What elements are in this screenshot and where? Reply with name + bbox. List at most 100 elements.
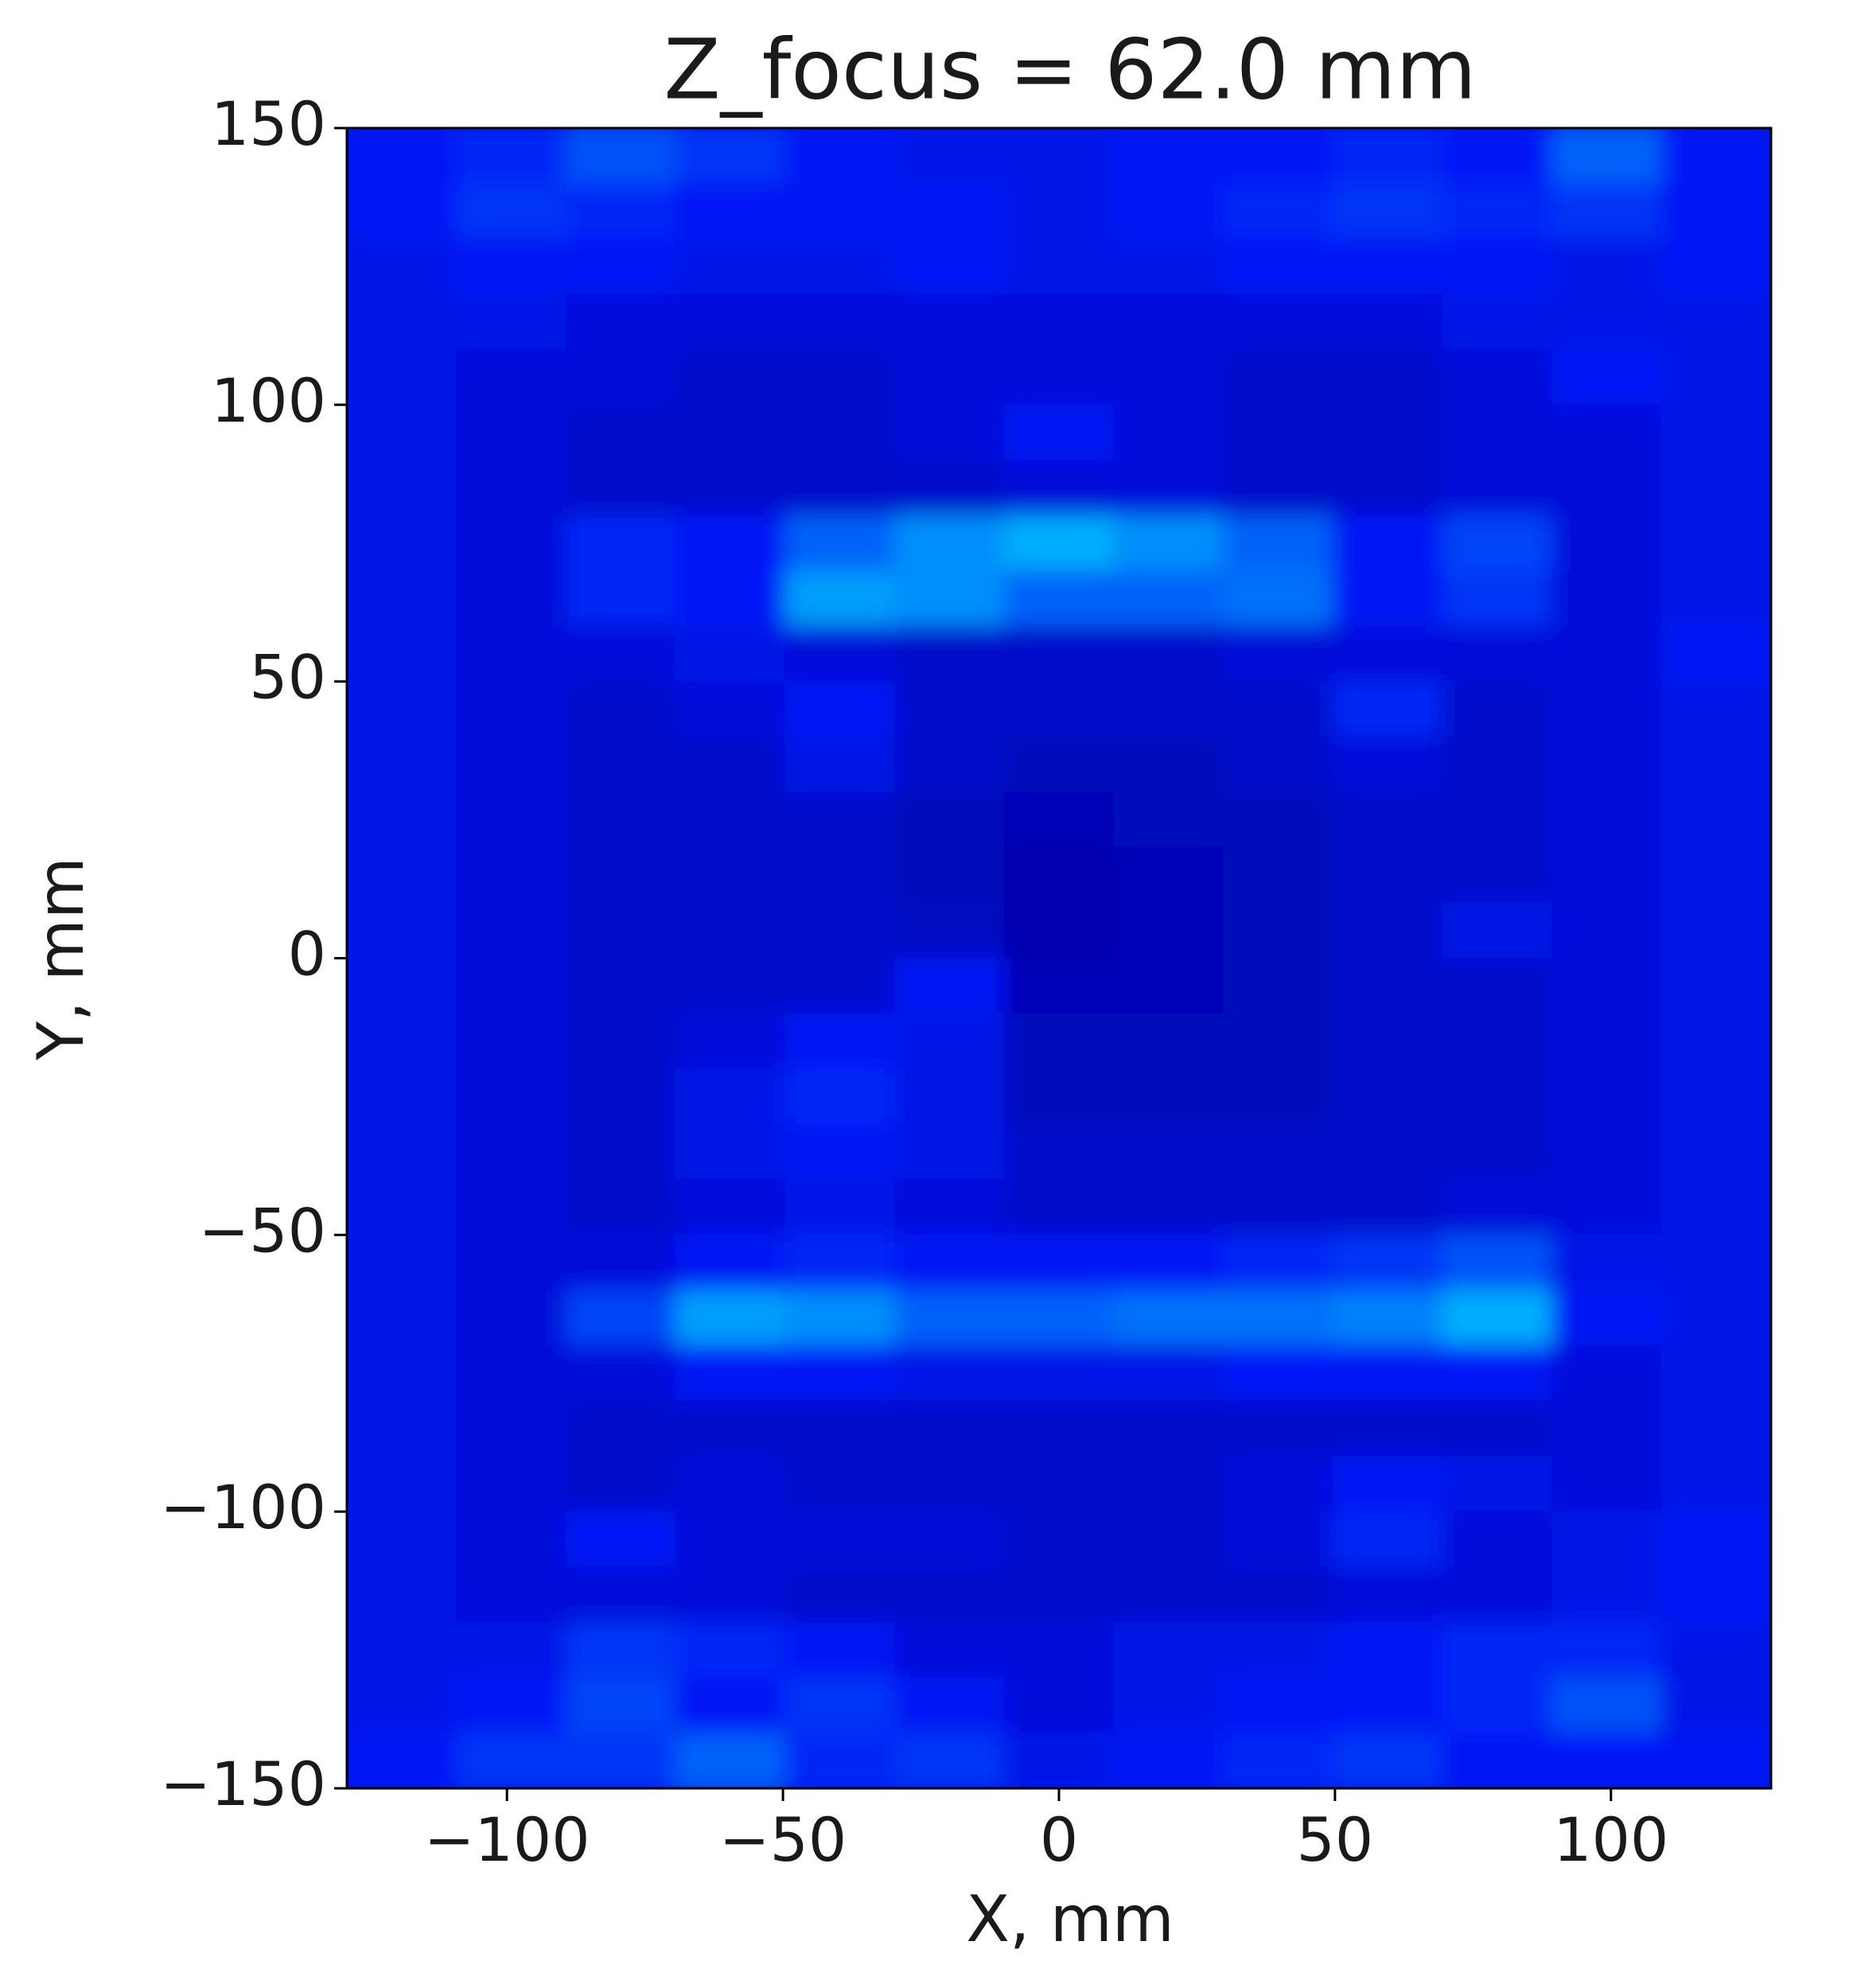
heatmap-cell bbox=[1332, 1456, 1443, 1512]
chart-title: Z_focus = 62.0 mm bbox=[664, 21, 1476, 118]
heatmap bbox=[347, 128, 1771, 1788]
heatmap-cell bbox=[893, 1179, 1005, 1235]
heatmap-cell bbox=[1551, 294, 1662, 350]
heatmap-cell bbox=[675, 183, 786, 239]
heatmap-cell bbox=[1113, 128, 1224, 185]
heatmap-cell bbox=[1003, 1234, 1115, 1291]
heatmap-cell bbox=[456, 1456, 566, 1512]
heatmap-cell bbox=[1113, 1677, 1224, 1733]
heatmap-cell bbox=[347, 570, 457, 627]
heatmap-cell bbox=[565, 902, 676, 959]
heatmap-cell bbox=[1442, 570, 1553, 627]
heatmap-cell bbox=[1660, 183, 1771, 239]
heatmap-cell bbox=[456, 183, 566, 239]
heatmap-cell bbox=[1660, 128, 1771, 185]
heatmap-cell bbox=[1223, 348, 1333, 406]
heatmap-cell bbox=[565, 1013, 676, 1070]
heatmap-cell bbox=[1223, 1123, 1333, 1181]
heatmap-cell bbox=[347, 625, 457, 683]
heatmap-cell bbox=[1113, 1511, 1224, 1568]
heatmap-cell bbox=[1332, 404, 1443, 461]
heatmap-cell bbox=[675, 846, 786, 904]
heatmap-cell bbox=[1332, 1400, 1443, 1457]
heatmap-cell bbox=[347, 1013, 457, 1070]
heatmap-cell bbox=[565, 736, 676, 793]
heatmap-cell bbox=[784, 1456, 895, 1512]
heatmap-cell bbox=[1223, 846, 1333, 904]
heatmap-cell bbox=[1003, 1677, 1115, 1733]
heatmap-cell bbox=[1442, 681, 1553, 737]
heatmap-cell bbox=[1003, 183, 1115, 239]
heatmap-cell bbox=[1551, 846, 1662, 904]
heatmap-cell bbox=[456, 1344, 566, 1402]
heatmap-cell bbox=[1551, 1068, 1662, 1125]
heatmap-cell bbox=[1113, 294, 1224, 350]
heatmap-cell bbox=[565, 1123, 676, 1181]
heatmap-cell bbox=[1003, 1344, 1115, 1402]
heatmap-cell bbox=[1003, 294, 1115, 350]
heatmap-cell bbox=[1442, 1290, 1553, 1346]
heatmap-cell bbox=[456, 515, 566, 572]
heatmap-cell bbox=[347, 404, 457, 461]
heatmap-cell bbox=[1113, 515, 1224, 572]
heatmap-cell bbox=[1003, 1566, 1115, 1623]
heatmap-cell bbox=[1223, 1290, 1333, 1346]
heatmap-cell bbox=[1551, 1621, 1662, 1679]
heatmap-cell bbox=[1660, 681, 1771, 737]
heatmap-cell bbox=[1660, 348, 1771, 406]
heatmap-cell bbox=[784, 681, 895, 737]
heatmap-cell bbox=[565, 1456, 676, 1512]
y-tick-label: 50 bbox=[249, 642, 326, 713]
heatmap-cell bbox=[1660, 238, 1771, 295]
heatmap-cell bbox=[1113, 459, 1224, 516]
heatmap-cell bbox=[1442, 1068, 1553, 1125]
heatmap-cell bbox=[565, 570, 676, 627]
heatmap-cell bbox=[1332, 570, 1443, 627]
heatmap-cell bbox=[1551, 1732, 1662, 1788]
heatmap-cell bbox=[347, 736, 457, 793]
heatmap-cell bbox=[1660, 459, 1771, 516]
heatmap-cell bbox=[1003, 792, 1115, 848]
heatmap-cell bbox=[456, 238, 566, 295]
x-tick-label: 50 bbox=[1297, 1804, 1374, 1875]
heatmap-cell bbox=[347, 294, 457, 350]
heatmap-cell bbox=[456, 1123, 566, 1181]
heatmap-cell bbox=[675, 681, 786, 737]
heatmap-cell bbox=[1442, 1234, 1553, 1291]
heatmap-cell bbox=[1442, 1123, 1553, 1181]
heatmap-cell bbox=[1332, 958, 1443, 1014]
heatmap-cell bbox=[347, 902, 457, 959]
heatmap-cell bbox=[1660, 1621, 1771, 1679]
heatmap-cell bbox=[1551, 1013, 1662, 1070]
heatmap-cell bbox=[893, 459, 1005, 516]
heatmap-cell bbox=[784, 404, 895, 461]
heatmap-cell bbox=[456, 846, 566, 904]
heatmap-cell bbox=[1442, 238, 1553, 295]
heatmap-cell bbox=[893, 348, 1005, 406]
heatmap-cell bbox=[1223, 902, 1333, 959]
heatmap-cell bbox=[1551, 1234, 1662, 1291]
heatmap-cell bbox=[347, 1290, 457, 1346]
heatmap-cell bbox=[675, 570, 786, 627]
heatmap-cell bbox=[893, 1123, 1005, 1181]
heatmap-cell bbox=[1113, 1234, 1224, 1291]
heatmap-cell bbox=[347, 459, 457, 516]
heatmap-cell bbox=[784, 1344, 895, 1402]
heatmap-cell bbox=[1113, 958, 1224, 1014]
heatmap-cell bbox=[784, 570, 895, 627]
heatmap-cell bbox=[1113, 1344, 1224, 1402]
heatmap-cell bbox=[565, 958, 676, 1014]
heatmap-cell bbox=[347, 1511, 457, 1568]
heatmap-cell bbox=[784, 1290, 895, 1346]
heatmap-cell bbox=[456, 958, 566, 1014]
heatmap-cell bbox=[565, 238, 676, 295]
heatmap-cell bbox=[456, 1013, 566, 1070]
heatmap-cell bbox=[1113, 1456, 1224, 1512]
heatmap-cell bbox=[456, 1068, 566, 1125]
heatmap-cell bbox=[893, 570, 1005, 627]
heatmap-cell bbox=[675, 404, 786, 461]
heatmap-cell bbox=[565, 515, 676, 572]
heatmap-cell bbox=[565, 1234, 676, 1291]
heatmap-cell bbox=[1660, 1677, 1771, 1733]
heatmap-cell bbox=[675, 128, 786, 185]
